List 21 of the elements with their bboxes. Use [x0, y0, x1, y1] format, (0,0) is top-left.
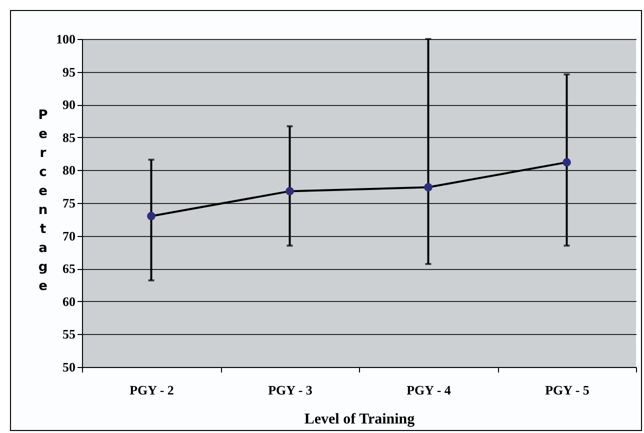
- point: [147, 212, 156, 220]
- y-tick-label: 90: [62, 97, 76, 112]
- point: [562, 158, 571, 167]
- y-tick-label: 75: [62, 196, 76, 210]
- y-tick-label: 70: [62, 228, 76, 244]
- x-tick-label: PGY - 4: [406, 382, 452, 398]
- text: Percentage: [38, 108, 48, 294]
- x-tick-label: PGY - 5: [545, 382, 590, 398]
- y-tick-label: 100: [56, 32, 76, 46]
- point: [424, 183, 432, 192]
- y-tick-label: 95: [62, 64, 76, 80]
- y-tick-label: 65: [62, 261, 76, 276]
- y-tick-label: 50: [62, 360, 76, 374]
- y-tick-label: 80: [62, 162, 76, 178]
- x-axis-title: Level of Training: [304, 412, 416, 428]
- y-tick-label: 85: [62, 130, 76, 145]
- x-tick-label: PGY - 2: [130, 382, 174, 398]
- y-tick-label: 55: [62, 326, 76, 342]
- y-tick-label: 60: [62, 294, 76, 309]
- x-tick-label: PGY - 3: [268, 382, 313, 398]
- point: [286, 187, 294, 196]
